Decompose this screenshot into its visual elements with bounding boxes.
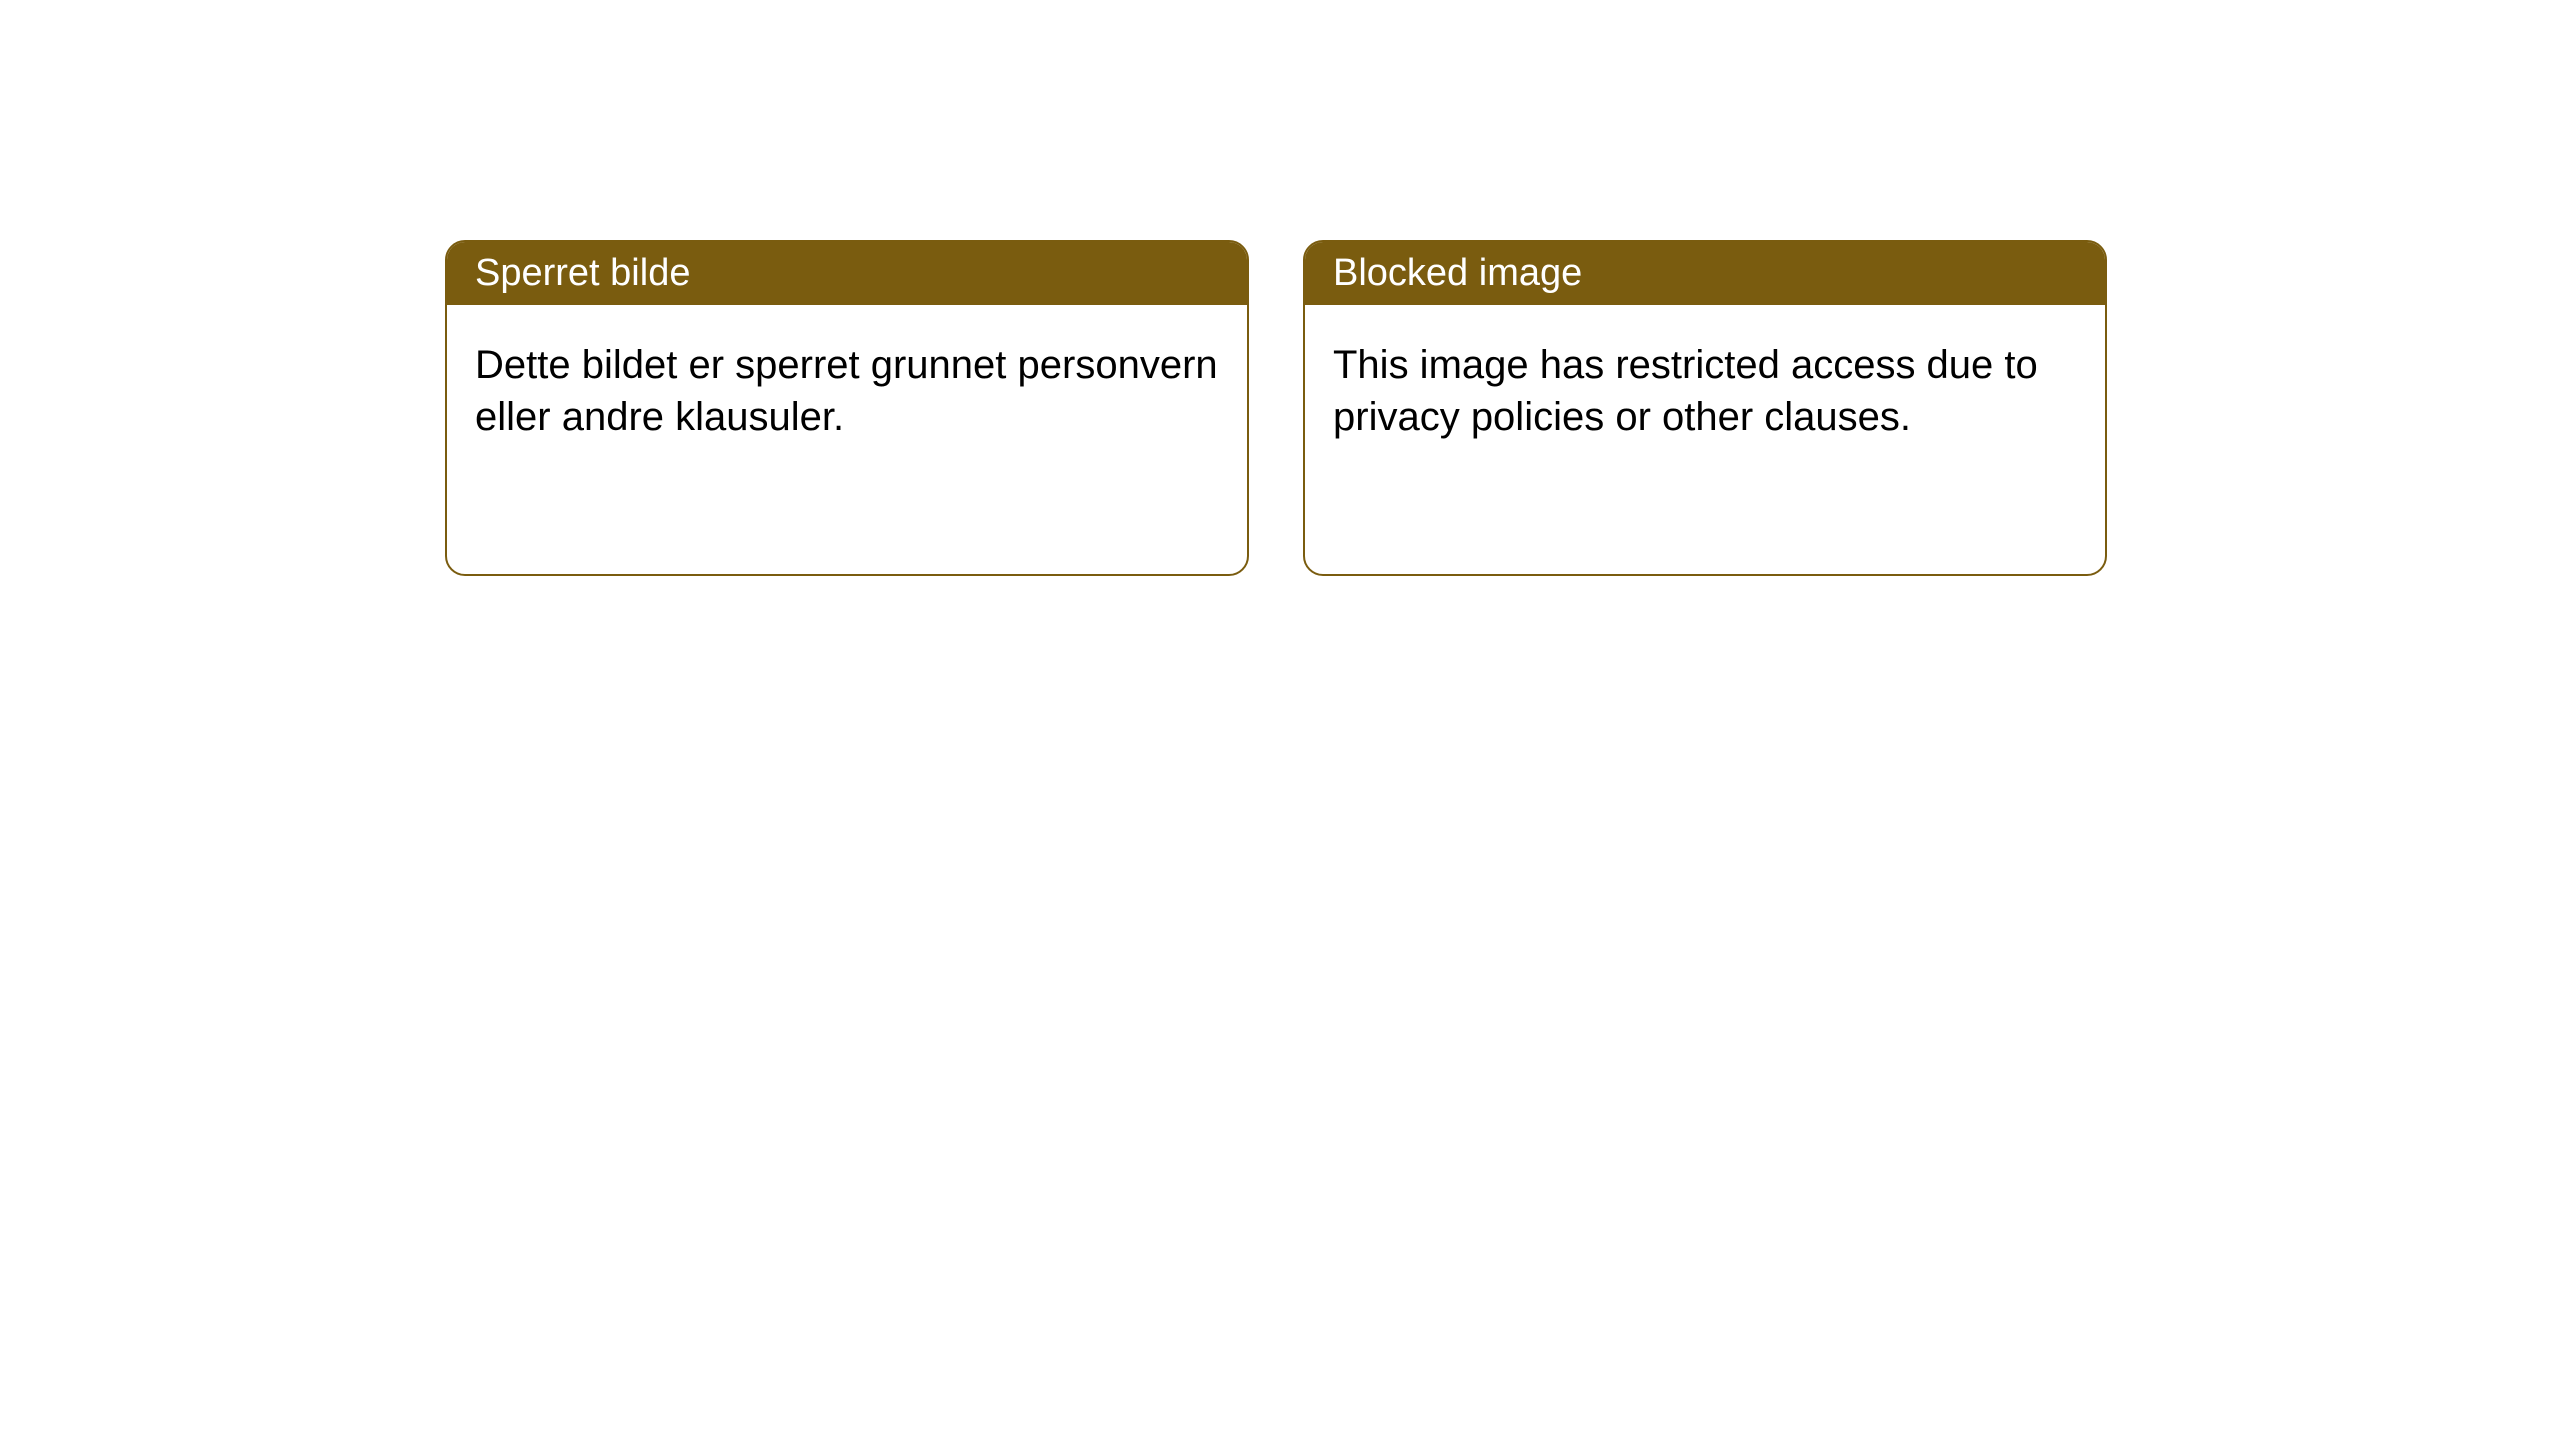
notice-text: Dette bildet er sperret grunnet personve…	[475, 343, 1218, 439]
notice-card-english: Blocked image This image has restricted …	[1303, 240, 2107, 576]
notice-header: Sperret bilde	[447, 242, 1247, 305]
notice-card-norwegian: Sperret bilde Dette bildet er sperret gr…	[445, 240, 1249, 576]
notice-text: This image has restricted access due to …	[1333, 343, 2038, 439]
notice-container: Sperret bilde Dette bildet er sperret gr…	[0, 0, 2560, 576]
notice-header: Blocked image	[1305, 242, 2105, 305]
notice-title: Blocked image	[1333, 252, 1582, 294]
notice-body: Dette bildet er sperret grunnet personve…	[447, 305, 1247, 477]
notice-title: Sperret bilde	[475, 252, 690, 294]
notice-body: This image has restricted access due to …	[1305, 305, 2105, 477]
